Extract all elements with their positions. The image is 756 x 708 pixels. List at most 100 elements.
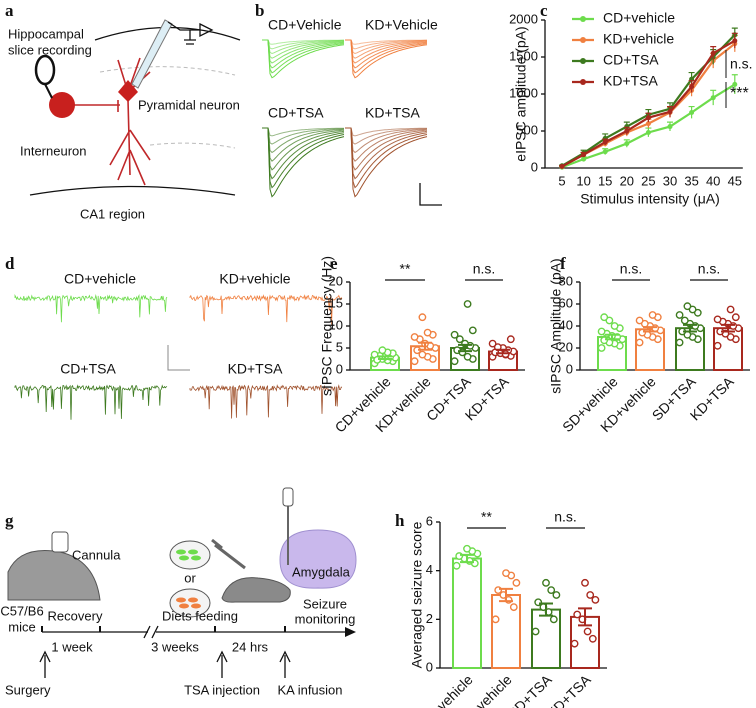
- x-tick-label: CD+TSA: [504, 671, 555, 708]
- trace: [345, 39, 428, 55]
- error-bar: [578, 607, 592, 627]
- point: [624, 141, 630, 147]
- dot: [410, 357, 419, 366]
- interneuron: [49, 92, 75, 118]
- x-tick-label: 10: [576, 173, 590, 188]
- error-bar: [499, 587, 513, 603]
- label: Diets feeding: [162, 608, 238, 623]
- trace: [262, 127, 345, 162]
- dot: [410, 333, 419, 341]
- event-arrow: [279, 650, 291, 678]
- x-tick-label: 20: [620, 173, 634, 188]
- dot: [597, 327, 606, 336]
- trace: [345, 39, 428, 69]
- dot: [586, 591, 595, 599]
- annotation: **: [400, 261, 411, 277]
- label: mice: [8, 619, 35, 634]
- dot: [418, 313, 427, 322]
- arrowhead: [345, 627, 356, 637]
- dot: [648, 311, 657, 319]
- y-tick-label: 20: [559, 339, 573, 354]
- trace: [189, 384, 343, 419]
- trace-label: KD+Vehicle: [365, 17, 438, 33]
- dot: [488, 339, 497, 348]
- y-tick-label: 15: [329, 295, 343, 310]
- dot: [423, 328, 432, 337]
- layer: [149, 142, 236, 149]
- pump: [282, 487, 294, 507]
- pellet: [188, 597, 198, 603]
- dot: [547, 586, 556, 595]
- cannula: [51, 531, 69, 553]
- trace: [262, 127, 345, 198]
- point: [645, 129, 651, 135]
- error-bar: [643, 326, 657, 333]
- point: [581, 156, 587, 162]
- trace: [345, 39, 428, 79]
- label: TSA injection: [184, 682, 260, 697]
- x-tick-label: 5: [558, 173, 565, 188]
- y-tick-label: 0: [336, 361, 343, 376]
- break: [143, 625, 159, 639]
- label: 3 weeks: [151, 639, 199, 654]
- dot: [418, 350, 427, 359]
- dot: [570, 639, 579, 648]
- point: [559, 164, 565, 170]
- pellet: [188, 549, 198, 555]
- trace: [345, 39, 428, 59]
- dot: [635, 338, 644, 347]
- label: Surgery: [5, 682, 51, 697]
- trace: [262, 127, 345, 189]
- panel-label: h: [395, 511, 405, 530]
- annotation: ***: [730, 85, 749, 102]
- scale-bar: [167, 345, 190, 371]
- legend-label: KD+TSA: [603, 73, 659, 89]
- dish: [169, 588, 211, 618]
- syringe: [211, 538, 246, 570]
- label: slice recording: [8, 42, 92, 57]
- y-axis-label: sIPSC Amplitude (pA): [548, 258, 564, 393]
- amplifier: [167, 21, 214, 45]
- x-tick-label: 35: [684, 173, 698, 188]
- trace-label: KD+TSA: [228, 361, 284, 377]
- y-tick-label: 4: [426, 562, 433, 577]
- trace: [262, 39, 345, 55]
- y-tick-label: 0: [531, 159, 538, 174]
- trace: [262, 127, 345, 154]
- trace: [345, 127, 428, 189]
- panel-label: c: [540, 1, 548, 20]
- dot: [683, 302, 692, 311]
- label: Cannula: [72, 547, 121, 562]
- error-bar: [605, 333, 619, 341]
- label: Interneuron: [20, 143, 87, 158]
- dot: [502, 569, 510, 577]
- dot: [680, 316, 689, 325]
- pellet: [179, 555, 189, 561]
- point: [667, 109, 673, 115]
- label: Pyramidal neuron: [138, 97, 240, 112]
- trace-label: CD+vehicle: [64, 271, 136, 287]
- legend-label: CD+TSA: [603, 52, 659, 68]
- trace: [345, 39, 428, 64]
- label: monitoring: [295, 611, 356, 626]
- y-tick-label: 2: [426, 611, 433, 626]
- mouse: [221, 577, 291, 603]
- y-tick-label: 1000: [509, 85, 538, 100]
- dot: [713, 315, 722, 324]
- trace: [189, 294, 343, 326]
- trace: [345, 127, 428, 154]
- error-bar: [539, 602, 553, 617]
- dot: [452, 561, 461, 570]
- trace: [345, 127, 428, 145]
- point: [602, 149, 608, 155]
- label: Hippocampal: [8, 26, 84, 41]
- trace: [14, 384, 168, 420]
- trace: [14, 293, 168, 323]
- point: [732, 38, 738, 44]
- scale-bar: [419, 183, 442, 206]
- error-bar: [683, 323, 697, 333]
- label: Seizure: [303, 596, 347, 611]
- dot: [638, 328, 647, 337]
- pellet: [179, 603, 189, 609]
- label: 24 hrs: [232, 639, 269, 654]
